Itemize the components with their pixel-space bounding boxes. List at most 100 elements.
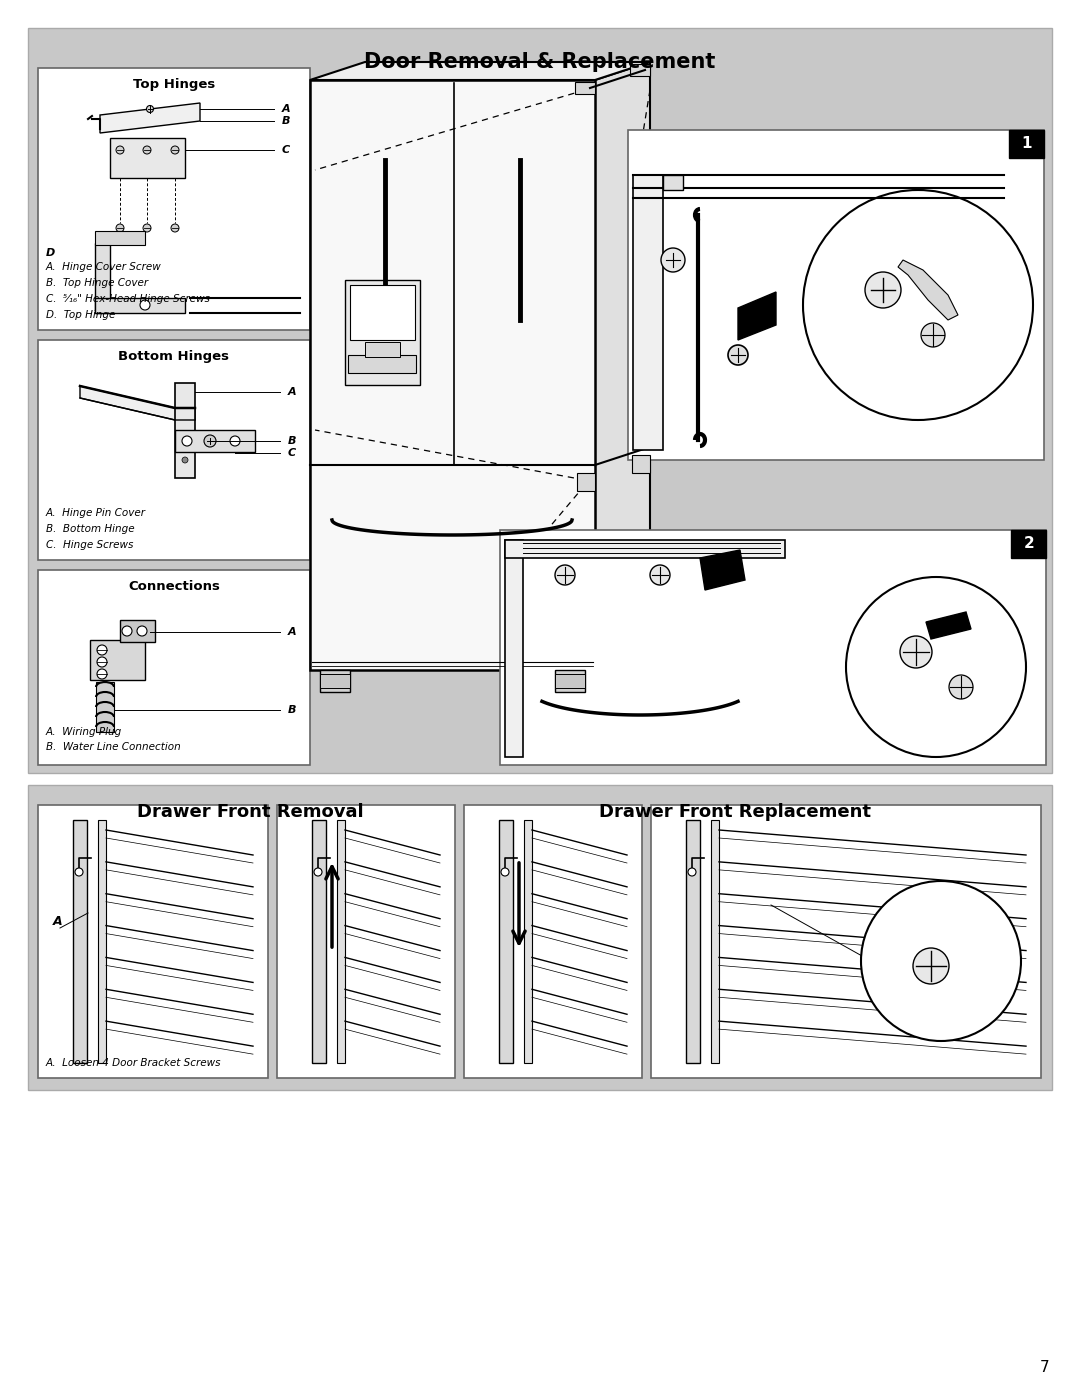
- Bar: [312, 820, 326, 1063]
- Circle shape: [143, 224, 151, 232]
- Text: A.  Hinge Pin Cover: A. Hinge Pin Cover: [46, 509, 146, 518]
- Text: A: A: [282, 103, 291, 115]
- Text: C: C: [288, 448, 296, 458]
- Bar: [348, 355, 416, 373]
- Circle shape: [97, 645, 107, 655]
- Bar: [38, 339, 310, 560]
- Bar: [95, 231, 145, 244]
- Bar: [627, 130, 1044, 460]
- Circle shape: [147, 106, 153, 113]
- Text: A: A: [288, 627, 297, 637]
- Bar: [276, 805, 455, 1078]
- Circle shape: [204, 434, 216, 447]
- Bar: [575, 82, 595, 94]
- Bar: [524, 820, 532, 1063]
- Bar: [500, 529, 1047, 766]
- Circle shape: [183, 436, 192, 446]
- Bar: [651, 805, 1041, 1078]
- Text: B: B: [288, 705, 297, 715]
- Bar: [686, 820, 700, 1063]
- Polygon shape: [926, 612, 971, 638]
- Bar: [120, 620, 156, 643]
- Bar: [577, 474, 595, 490]
- Circle shape: [183, 457, 188, 462]
- Text: Drawer Front Removal: Drawer Front Removal: [137, 803, 363, 821]
- Polygon shape: [700, 550, 745, 590]
- Bar: [320, 673, 350, 687]
- Bar: [28, 785, 1052, 1090]
- Circle shape: [314, 868, 322, 876]
- Text: B: B: [288, 436, 297, 446]
- Circle shape: [116, 147, 124, 154]
- Text: D: D: [46, 249, 55, 258]
- Text: B: B: [282, 116, 291, 126]
- Text: Connections: Connections: [129, 580, 220, 592]
- Bar: [350, 285, 415, 339]
- Circle shape: [171, 147, 179, 154]
- Circle shape: [75, 868, 83, 876]
- Bar: [175, 430, 255, 453]
- Text: 2: 2: [1024, 536, 1035, 552]
- Bar: [365, 342, 400, 358]
- Circle shape: [97, 669, 107, 679]
- Text: Drawer Front Replacement: Drawer Front Replacement: [599, 803, 870, 821]
- Polygon shape: [738, 292, 777, 339]
- Bar: [98, 820, 106, 1063]
- Circle shape: [230, 436, 240, 446]
- Polygon shape: [897, 260, 958, 320]
- Text: A.  Wiring Plug: A. Wiring Plug: [46, 726, 122, 738]
- Circle shape: [501, 868, 509, 876]
- Bar: [38, 805, 268, 1078]
- Polygon shape: [80, 386, 195, 420]
- Bar: [555, 673, 585, 687]
- Circle shape: [900, 636, 932, 668]
- Bar: [28, 28, 1052, 773]
- Circle shape: [728, 345, 748, 365]
- Circle shape: [122, 626, 132, 636]
- Circle shape: [949, 675, 973, 698]
- Circle shape: [861, 882, 1021, 1041]
- Circle shape: [661, 249, 685, 272]
- Bar: [499, 820, 513, 1063]
- Bar: [110, 138, 185, 177]
- Bar: [38, 570, 310, 766]
- Bar: [345, 279, 420, 386]
- Circle shape: [97, 657, 107, 666]
- Text: Bottom Hinges: Bottom Hinges: [119, 351, 229, 363]
- Text: B.  Top Hinge Cover: B. Top Hinge Cover: [46, 278, 148, 288]
- Bar: [663, 175, 683, 190]
- Bar: [96, 682, 114, 732]
- Bar: [505, 541, 785, 557]
- Bar: [38, 68, 310, 330]
- Circle shape: [171, 224, 179, 232]
- Bar: [1011, 529, 1047, 557]
- Polygon shape: [310, 61, 650, 80]
- Text: D.  Top Hinge: D. Top Hinge: [46, 310, 116, 320]
- Circle shape: [140, 300, 150, 310]
- Text: Top Hinges: Top Hinges: [133, 78, 215, 91]
- Bar: [310, 80, 595, 671]
- Circle shape: [137, 626, 147, 636]
- Bar: [90, 640, 145, 680]
- Circle shape: [555, 564, 575, 585]
- Text: A.  Hinge Cover Screw: A. Hinge Cover Screw: [46, 263, 162, 272]
- Circle shape: [865, 272, 901, 307]
- Bar: [1009, 130, 1044, 158]
- Bar: [320, 671, 350, 692]
- Bar: [711, 820, 719, 1063]
- Circle shape: [921, 323, 945, 346]
- Circle shape: [846, 577, 1026, 757]
- Bar: [632, 455, 650, 474]
- Circle shape: [804, 190, 1032, 420]
- Text: B.  Bottom Hinge: B. Bottom Hinge: [46, 524, 135, 534]
- Text: A.  Loosen 4 Door Bracket Screws: A. Loosen 4 Door Bracket Screws: [46, 1058, 221, 1067]
- Text: A: A: [53, 915, 63, 928]
- Text: B.  Water Line Connection: B. Water Line Connection: [46, 742, 180, 752]
- Polygon shape: [100, 103, 200, 133]
- Text: C.  Hinge Screws: C. Hinge Screws: [46, 541, 133, 550]
- Text: 1: 1: [1022, 137, 1032, 151]
- Bar: [505, 541, 523, 757]
- Circle shape: [143, 147, 151, 154]
- Bar: [95, 298, 185, 313]
- Bar: [95, 243, 110, 313]
